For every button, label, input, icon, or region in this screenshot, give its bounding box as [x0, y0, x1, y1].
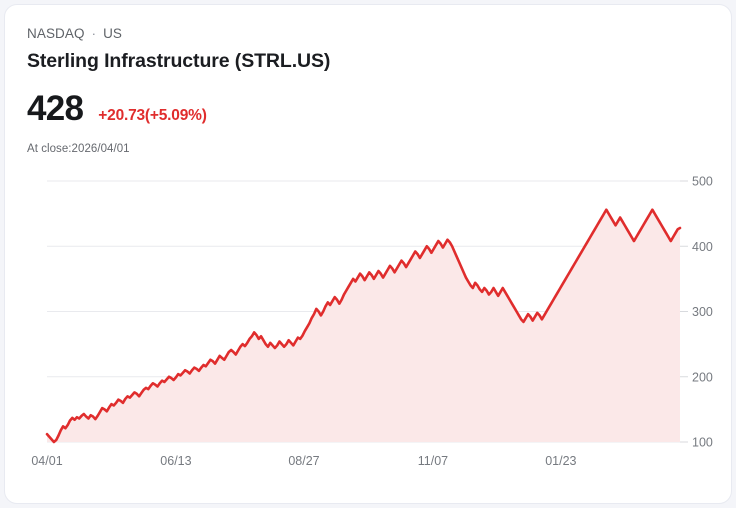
price-chart[interactable]: 100 200 300 400 500 04/01 06/13 08/27 11/07 01/2… — [5, 165, 732, 480]
y-axis-tick-label: 500 — [692, 175, 713, 189]
page-title: Sterling Infrastructure (STRL.US) — [27, 49, 331, 72]
price-area-fill — [47, 209, 680, 442]
y-axis-tick-label: 200 — [692, 370, 713, 384]
y-axis-labels: 100 200 300 400 500 — [680, 175, 713, 450]
stock-quote-card: NASDAQ · US Sterling Infrastructure (STR… — [4, 4, 732, 504]
y-axis-tick-label: 400 — [692, 240, 713, 254]
x-axis-tick-label: 06/13 — [160, 454, 191, 468]
price-line — [45, 208, 682, 444]
exchange-name: NASDAQ — [27, 26, 85, 41]
x-axis-tick-label: 11/07 — [418, 454, 448, 468]
quote-header: NASDAQ · US Sterling Infrastructure (STR… — [5, 5, 731, 155]
separator-dot: · — [91, 26, 97, 42]
exchange-row: NASDAQ · US — [27, 27, 731, 41]
price-chart-svg[interactable]: 100 200 300 400 500 04/01 06/13 08/27 11/07 01/2… — [5, 165, 732, 480]
x-axis-tick-label: 04/01 — [31, 454, 62, 468]
y-axis-tick-label: 300 — [692, 305, 713, 319]
x-axis-tick-label: 08/27 — [288, 454, 319, 468]
region-label: US — [103, 26, 123, 41]
current-price: 428 — [27, 88, 84, 128]
x-axis-labels: 04/01 06/13 08/27 11/07 01/23 — [31, 454, 576, 468]
market-status-note: At close:2026/04/01 — [27, 142, 130, 155]
x-axis-tick-label: 01/23 — [545, 454, 576, 468]
price-row: 428 +20.73(+5.09%) — [27, 91, 731, 126]
price-change: +20.73(+5.09%) — [98, 106, 207, 124]
y-axis-tick-label: 100 — [692, 436, 713, 450]
